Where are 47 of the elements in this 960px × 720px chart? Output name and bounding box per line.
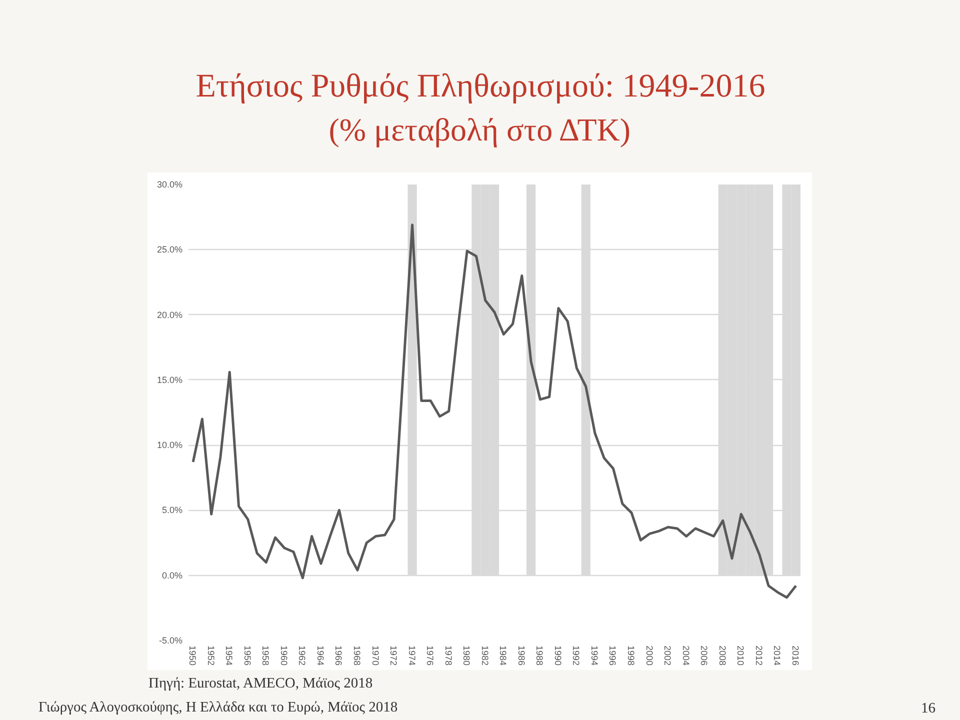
chart-title: Ετήσιος Ρυθμός Πληθωρισμού: 1949-2016 bbox=[196, 68, 766, 104]
x-tick-label: 1988 bbox=[534, 646, 545, 666]
x-tick-label: 1958 bbox=[260, 646, 271, 666]
text: Γιώργος Αλογοσκούφης, Η Ελλάδα και το Ευρώ, Μάϊος 2018 bbox=[38, 700, 398, 716]
x-tick-label: 1950 bbox=[188, 646, 198, 666]
x-tick-label: 1962 bbox=[297, 646, 308, 666]
y-tick-label: 25.0% bbox=[156, 244, 183, 255]
x-tick-label: 1974 bbox=[406, 646, 417, 666]
y-tick-label: 15.0% bbox=[156, 374, 183, 385]
y-tick-label: -5.0% bbox=[158, 636, 183, 646]
y-tick-label: 5.0% bbox=[162, 505, 182, 516]
x-tick-label: 1968 bbox=[352, 646, 362, 666]
x-tick-label: 2002 bbox=[662, 646, 673, 666]
x-tick-label: 1984 bbox=[498, 646, 508, 666]
x-tick-label: 1970 bbox=[370, 646, 380, 666]
y-tick-label: 20.0% bbox=[156, 310, 183, 320]
x-tick-label: 1952 bbox=[206, 646, 216, 666]
x-tick-label: 2016 bbox=[790, 646, 800, 666]
text: Πηγή: Eurostat, AMECO, Μάϊος 2018 bbox=[148, 676, 373, 692]
x-tick-label: 1996 bbox=[608, 646, 618, 666]
x-tick-label: 2010 bbox=[736, 646, 746, 666]
x-tick-label: 1966 bbox=[334, 646, 344, 666]
chart-subtitle: (% μεταβολή στο ΔΤΚ) bbox=[328, 112, 631, 148]
x-tick-label: 1998 bbox=[626, 646, 636, 666]
x-tick-label: 2012 bbox=[754, 646, 764, 666]
x-tick-label: 1990 bbox=[552, 646, 563, 666]
x-tick-label: 1982 bbox=[480, 646, 490, 666]
x-tick-label: 1978 bbox=[443, 646, 454, 666]
x-tick-label: 1956 bbox=[242, 646, 252, 666]
x-tick-label: 1994 bbox=[589, 646, 600, 666]
x-tick-label: 1980 bbox=[462, 646, 472, 666]
y-tick-label: 10.0% bbox=[156, 440, 183, 450]
y-tick-label: 30.0% bbox=[156, 180, 183, 190]
x-tick-label: 2000 bbox=[644, 646, 654, 666]
x-tick-label: 2004 bbox=[680, 646, 691, 666]
x-tick-label: 1986 bbox=[516, 646, 526, 666]
x-tick-label: 1976 bbox=[425, 646, 436, 666]
x-tick-label: 2008 bbox=[717, 646, 728, 666]
x-tick-label: 1954 bbox=[224, 646, 234, 666]
x-tick-label: 1960 bbox=[278, 646, 289, 666]
x-tick-label: 1992 bbox=[571, 646, 582, 666]
y-tick-label: 0.0% bbox=[162, 570, 182, 580]
x-tick-label: 1972 bbox=[388, 646, 399, 666]
x-tick-label: 2014 bbox=[772, 646, 782, 666]
text: 16 bbox=[921, 700, 936, 716]
x-tick-label: 2006 bbox=[699, 646, 710, 666]
x-tick-label: 1964 bbox=[315, 646, 326, 666]
